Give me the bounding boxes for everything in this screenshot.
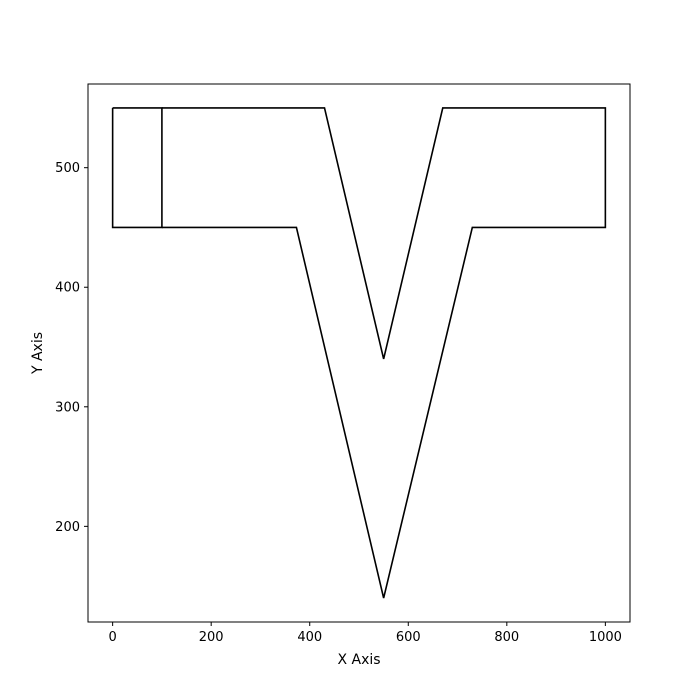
x-tick-label: 600 [396, 630, 421, 645]
y-tick-label: 500 [55, 161, 80, 176]
x-tick-label: 200 [199, 630, 224, 645]
x-axis-label: X Axis [337, 652, 380, 668]
x-tick-label: 1000 [589, 630, 622, 645]
plot-area-frame [87, 83, 631, 623]
y-tick-label: 200 [55, 520, 80, 535]
y-axis-label: Y Axis [30, 332, 46, 375]
series-line-1 [111, 107, 163, 229]
x-tick-label: 0 [108, 630, 116, 645]
x-tick-label: 400 [297, 630, 322, 645]
y-tick-label: 400 [55, 281, 80, 296]
series-layer [111, 107, 607, 599]
y-tick-label: 300 [55, 400, 80, 415]
series-line-2 [161, 107, 607, 599]
y-axis-ticks: 200 300 400 500 [55, 161, 88, 535]
x-tick-label: 800 [494, 630, 519, 645]
x-axis-ticks: 0 200 400 600 800 1000 [108, 622, 622, 645]
